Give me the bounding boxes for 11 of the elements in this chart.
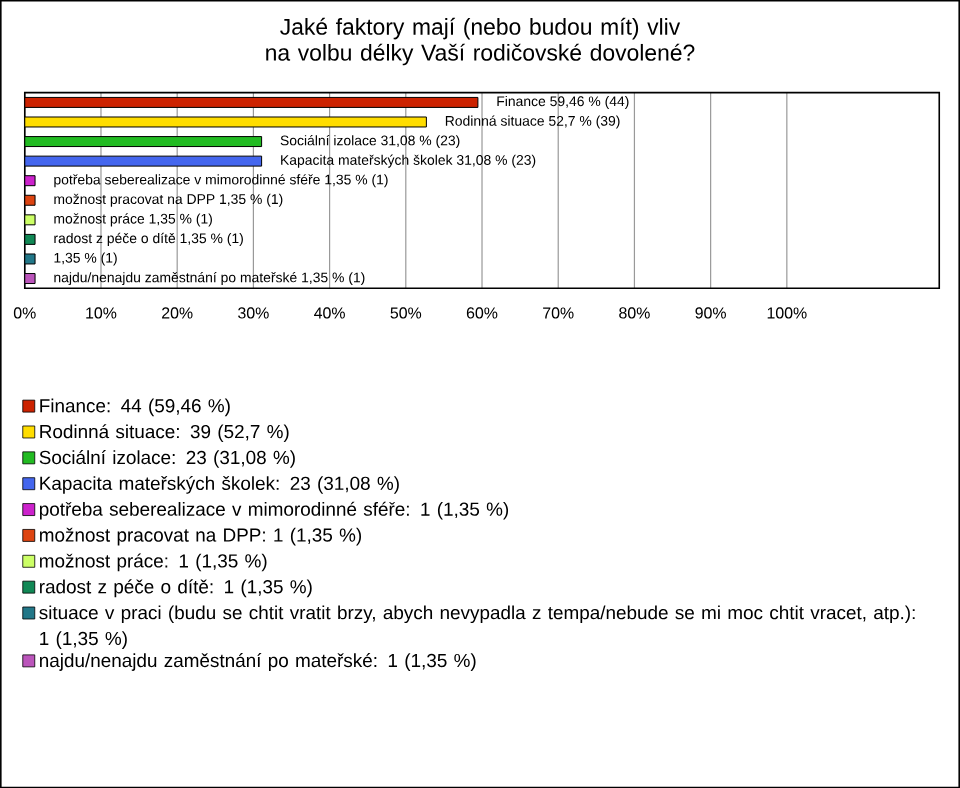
legend-label: Rodinná situace: 39 (52,7 %) (40, 424, 289, 442)
legend-label: radost z péče o dítě: 1 (1,35 %) (40, 579, 312, 598)
legend-label: najdu/nenajdu zaměstnání po mateřské: 1 (1,35 %) (40, 652, 476, 671)
chart-title: Jaké faktory mají (nebo budou mít) vliv na volbu délky Vaší rodičovské dovolené? (266, 17, 695, 66)
legend-label: Kapacita mateřských školek: 23 (31,08 %) (40, 475, 399, 494)
legend-label: Sociální izolace: 23 (31,08 %) (39, 449, 295, 468)
legend-label: možnost práce: 1 (1,35 %) (40, 553, 267, 572)
legend-label: situace v praci (budu se chtit vratit brzy, abych nevypadla z tempa/nebude se mi moc chtit vracet, atp.): 1 (1,35 %) (39, 605, 915, 649)
legend-label: potřeba seberealizace v mimorodinné sféře: 1 (1,35 %) (39, 501, 509, 520)
legend-label: možnost pracovat na DPP: 1 (1,35 %) (40, 527, 362, 546)
legend-label: Finance: 44 (59,46 %) (40, 398, 230, 417)
